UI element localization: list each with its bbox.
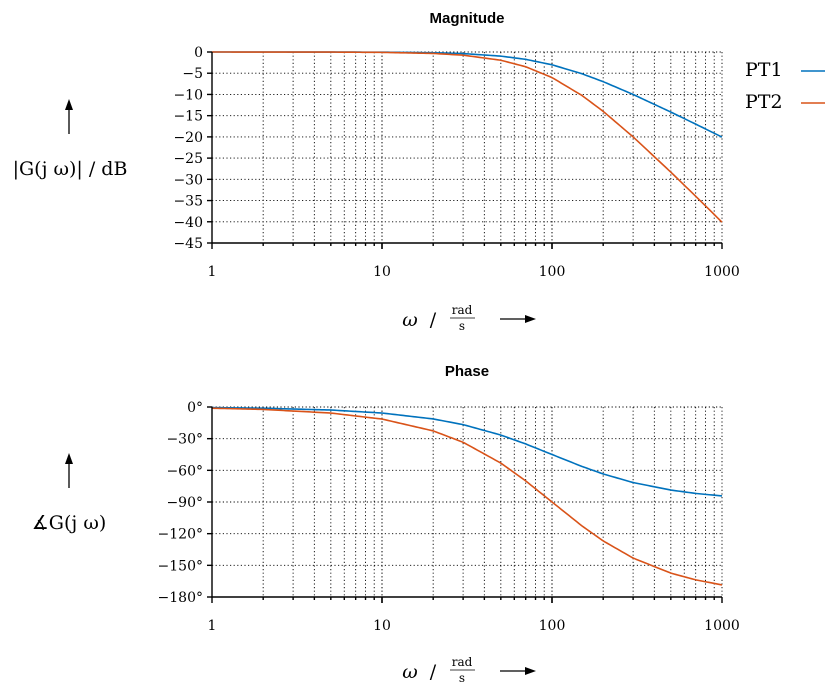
phase-ylabel-arrow bbox=[65, 453, 73, 488]
phase-tick-labels: 0° −30° −60° −90° −120° −150° −180° 1 10 100 1000 bbox=[158, 400, 740, 634]
y-tick-label: −90° bbox=[166, 495, 203, 511]
y-tick-label: −35 bbox=[173, 194, 203, 210]
magnitude-title: Magnitude bbox=[430, 10, 505, 27]
x-tick-label: 10 bbox=[373, 264, 391, 280]
magnitude-xlabel-unit-num: rad bbox=[452, 303, 473, 317]
phase-xlabel-unit-den: s bbox=[459, 671, 465, 685]
x-tick-label: 10 bbox=[373, 618, 391, 634]
magnitude-tick-labels: 0 −5 −10 −15 −20 −25 −30 −35 −40 −45 1 10 100 1000 bbox=[173, 45, 739, 280]
y-tick-label: −25 bbox=[173, 151, 203, 167]
phase-grid bbox=[212, 406, 723, 598]
y-tick-label: 0 bbox=[194, 45, 203, 61]
phase-ylabel: ∡G(j ω) bbox=[32, 512, 106, 534]
magnitude-xlabel-unit-den: s bbox=[459, 319, 465, 333]
magnitude-ylabel-arrow bbox=[65, 99, 73, 134]
series-line-pt1 bbox=[211, 406, 723, 497]
magnitude-series bbox=[212, 51, 723, 223]
y-tick-label: −10 bbox=[173, 87, 203, 103]
y-tick-label: −5 bbox=[182, 66, 203, 82]
phase-xlabel-unit-num: rad bbox=[452, 655, 473, 669]
y-tick-label: −20 bbox=[173, 130, 203, 146]
magnitude-panel: Magnitude 0 −5 −10 −15 −20 −25 −30 −35 −40 −45 1 10… bbox=[13, 10, 825, 333]
magnitude-xlabel-separator: / bbox=[430, 309, 437, 331]
legend-label-pt2: PT2 bbox=[745, 91, 783, 113]
x-tick-label: 100 bbox=[539, 264, 566, 280]
y-tick-label: −60° bbox=[166, 463, 203, 479]
y-tick-label: −45 bbox=[173, 236, 203, 252]
y-tick-label: −30 bbox=[173, 172, 203, 188]
x-tick-label: 1000 bbox=[704, 264, 740, 280]
x-tick-label: 1 bbox=[208, 618, 217, 634]
x-tick-label: 1000 bbox=[704, 618, 740, 634]
phase-series bbox=[211, 406, 723, 586]
legend-label-pt1: PT1 bbox=[745, 59, 783, 81]
y-tick-label: −180° bbox=[158, 590, 203, 606]
phase-xlabel-separator: / bbox=[430, 661, 437, 683]
magnitude-xlabel-symbol: ω bbox=[402, 309, 418, 331]
magnitude-axes bbox=[207, 51, 723, 249]
series-line-pt2 bbox=[212, 51, 723, 223]
magnitude-ylabel: |G(j ω)| / dB bbox=[13, 158, 128, 180]
y-tick-label: 0° bbox=[187, 400, 203, 416]
x-tick-label: 1 bbox=[208, 264, 217, 280]
y-tick-label: −30° bbox=[166, 432, 203, 448]
y-tick-label: −40 bbox=[173, 215, 203, 231]
phase-xlabel-symbol: ω bbox=[402, 661, 418, 683]
magnitude-xlabel-arrow bbox=[500, 315, 536, 323]
legend: PT1 PT2 bbox=[745, 59, 825, 113]
phase-xlabel-arrow bbox=[500, 667, 536, 675]
y-tick-label: −150° bbox=[158, 558, 203, 574]
phase-panel: Phase 0° −30° −60° −90° −120° −150° −180° 1 10 10… bbox=[32, 363, 740, 685]
y-tick-label: −120° bbox=[158, 527, 203, 543]
phase-title: Phase bbox=[445, 363, 489, 380]
series-line-pt2 bbox=[211, 407, 723, 586]
phase-axes bbox=[207, 406, 723, 603]
x-tick-label: 100 bbox=[539, 618, 566, 634]
y-tick-label: −15 bbox=[173, 109, 203, 125]
